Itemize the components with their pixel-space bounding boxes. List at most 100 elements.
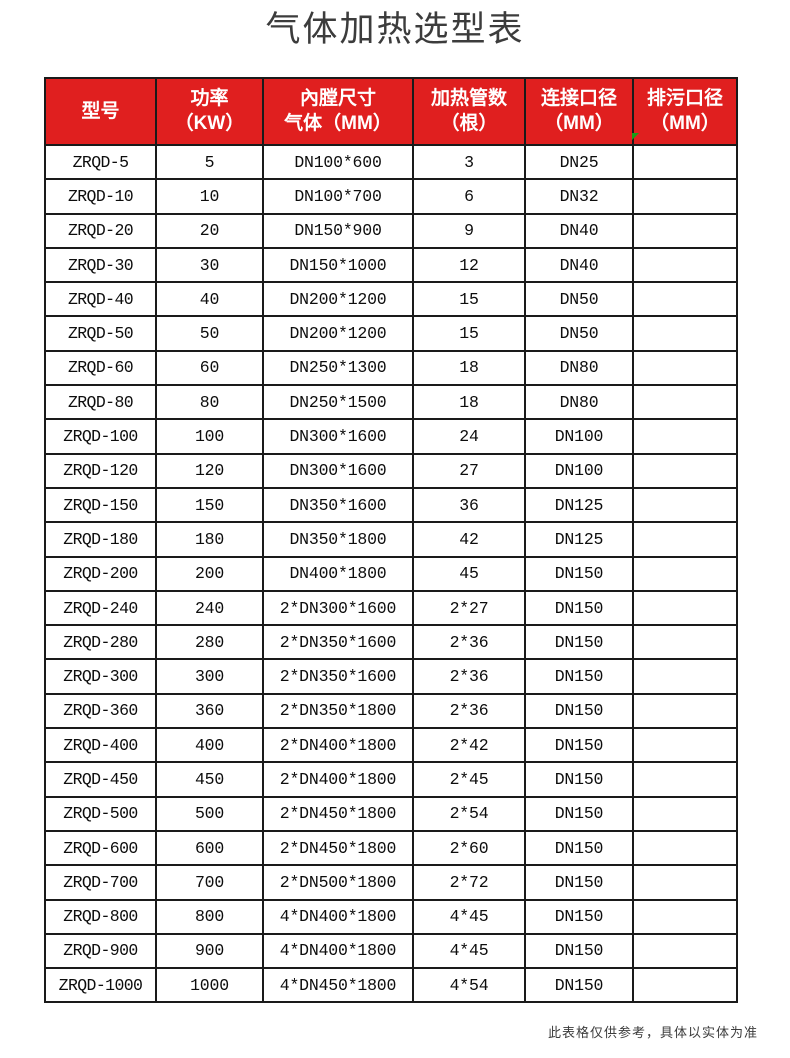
cell-chamber: DN100*700 bbox=[262, 180, 412, 215]
cell-drain bbox=[632, 626, 738, 661]
cell-chamber: DN300*1600 bbox=[262, 454, 412, 489]
cell-inlet: DN32 bbox=[524, 180, 632, 215]
cell-drain bbox=[632, 660, 738, 695]
cell-power: 800 bbox=[155, 900, 262, 935]
spec-table-container: 型号 功率 （KW） 內膛尺寸 气体（MM） 加热管数 （根） bbox=[44, 77, 738, 1004]
cell-model: ZRQD-200 bbox=[44, 557, 155, 592]
column-header-drain-line2: （MM） bbox=[650, 113, 720, 134]
cell-drain bbox=[632, 831, 738, 867]
table-row: ZRQD-100 100 DN300*1600 24 DN100 bbox=[44, 420, 738, 455]
page-title: 气体加热选型表 bbox=[265, 10, 525, 49]
cell-chamber: 2*DN400*1800 bbox=[262, 763, 412, 798]
cell-power: 600 bbox=[155, 831, 262, 867]
table-row: ZRQD-5 5 DN100*600 3 DN25 bbox=[44, 146, 738, 181]
cell-chamber: DN100*600 bbox=[262, 146, 412, 181]
cell-inlet: DN40 bbox=[524, 214, 632, 249]
cell-chamber: 2*DN350*1800 bbox=[262, 694, 412, 730]
cell-inlet: DN150 bbox=[524, 557, 632, 592]
table-row: ZRQD-300 300 2*DN350*1600 2*36 DN150 bbox=[44, 660, 738, 695]
cell-chamber: DN150*1000 bbox=[262, 248, 412, 284]
cell-power: 80 bbox=[155, 386, 262, 421]
cell-drain bbox=[632, 694, 738, 730]
column-header-chamber: 內膛尺寸 气体（MM） bbox=[262, 77, 412, 146]
column-header-inlet: 连接口径 （MM） bbox=[524, 77, 632, 146]
cell-model: ZRQD-600 bbox=[44, 831, 155, 867]
column-header-model: 型号 bbox=[44, 77, 155, 146]
cell-model: ZRQD-700 bbox=[44, 866, 155, 901]
cell-power: 50 bbox=[155, 317, 262, 352]
table-row: ZRQD-200 200 DN400*1800 45 DN150 bbox=[44, 557, 738, 592]
cell-power: 280 bbox=[155, 626, 262, 661]
green-marker-icon bbox=[632, 133, 639, 140]
cell-model: ZRQD-500 bbox=[44, 797, 155, 832]
table-row: ZRQD-400 400 2*DN400*1800 2*42 DN150 bbox=[44, 729, 738, 764]
cell-inlet: DN150 bbox=[524, 591, 632, 627]
cell-chamber: 2*DN300*1600 bbox=[262, 591, 412, 627]
cell-chamber: DN300*1600 bbox=[262, 420, 412, 455]
cell-inlet: DN150 bbox=[524, 797, 632, 832]
cell-drain bbox=[632, 488, 738, 524]
column-header-drain-line1: 排污口径 bbox=[646, 88, 723, 109]
cell-power: 180 bbox=[155, 523, 262, 558]
cell-drain bbox=[632, 591, 738, 627]
cell-inlet: DN80 bbox=[524, 351, 632, 387]
cell-drain bbox=[632, 763, 738, 798]
cell-model: ZRQD-240 bbox=[44, 591, 155, 627]
cell-chamber: DN350*1800 bbox=[262, 523, 412, 558]
cell-drain bbox=[632, 420, 738, 455]
cell-inlet: DN100 bbox=[524, 454, 632, 489]
table-row: ZRQD-60 60 DN250*1300 18 DN80 bbox=[44, 351, 738, 387]
cell-drain bbox=[632, 969, 738, 1004]
table-row: ZRQD-180 180 DN350*1800 42 DN125 bbox=[44, 523, 738, 558]
cell-model: ZRQD-180 bbox=[44, 523, 155, 558]
cell-inlet: DN25 bbox=[524, 146, 632, 181]
cell-power: 900 bbox=[155, 934, 262, 970]
cell-drain bbox=[632, 454, 738, 489]
cell-power: 40 bbox=[155, 283, 262, 318]
cell-drain bbox=[632, 523, 738, 558]
cell-drain bbox=[632, 283, 738, 318]
cell-model: ZRQD-50 bbox=[44, 317, 155, 352]
column-header-chamber-line2: 气体（MM） bbox=[284, 113, 392, 134]
column-header-power: 功率 （KW） bbox=[155, 77, 262, 146]
table-row: ZRQD-10 10 DN100*700 6 DN32 bbox=[44, 180, 738, 215]
cell-inlet: DN150 bbox=[524, 763, 632, 798]
table-header: 型号 功率 （KW） 內膛尺寸 气体（MM） 加热管数 （根） bbox=[44, 77, 738, 146]
cell-inlet: DN80 bbox=[524, 386, 632, 421]
cell-drain bbox=[632, 557, 738, 592]
table-row: ZRQD-900 900 4*DN400*1800 4*45 DN150 bbox=[44, 934, 738, 970]
table-body: ZRQD-5 5 DN100*600 3 DN25 ZRQD-10 10 DN100*700 6… bbox=[44, 146, 738, 1004]
cell-inlet: DN150 bbox=[524, 934, 632, 970]
spec-table: 型号 功率 （KW） 內膛尺寸 气体（MM） 加热管数 （根） bbox=[44, 77, 738, 1004]
cell-inlet: DN150 bbox=[524, 831, 632, 867]
cell-inlet: DN150 bbox=[524, 866, 632, 901]
cell-model: ZRQD-80 bbox=[44, 386, 155, 421]
cell-model: ZRQD-40 bbox=[44, 283, 155, 318]
cell-tubes: 2*54 bbox=[412, 797, 524, 832]
column-header-tubes: 加热管数 （根） bbox=[412, 77, 524, 146]
column-header-chamber-line1: 內膛尺寸 bbox=[299, 88, 376, 109]
table-row: ZRQD-20 20 DN150*900 9 DN40 bbox=[44, 214, 738, 249]
cell-inlet: DN150 bbox=[524, 694, 632, 730]
cell-inlet: DN125 bbox=[524, 523, 632, 558]
cell-chamber: 4*DN400*1800 bbox=[262, 900, 412, 935]
cell-chamber: 2*DN350*1600 bbox=[262, 626, 412, 661]
cell-inlet: DN150 bbox=[524, 626, 632, 661]
cell-chamber: DN200*1200 bbox=[262, 317, 412, 352]
table-row: ZRQD-30 30 DN150*1000 12 DN40 bbox=[44, 248, 738, 284]
cell-power: 400 bbox=[155, 729, 262, 764]
table-header-row: 型号 功率 （KW） 內膛尺寸 气体（MM） 加热管数 （根） bbox=[44, 77, 738, 146]
cell-tubes: 4*45 bbox=[412, 900, 524, 935]
column-header-model-line1: 型号 bbox=[81, 100, 120, 122]
cell-tubes: 36 bbox=[412, 488, 524, 524]
table-row: ZRQD-800 800 4*DN400*1800 4*45 DN150 bbox=[44, 900, 738, 935]
cell-model: ZRQD-30 bbox=[44, 248, 155, 284]
cell-chamber: 2*DN450*1800 bbox=[262, 831, 412, 867]
table-row: ZRQD-360 360 2*DN350*1800 2*36 DN150 bbox=[44, 694, 738, 730]
cell-model: ZRQD-60 bbox=[44, 351, 155, 387]
table-row: ZRQD-80 80 DN250*1500 18 DN80 bbox=[44, 386, 738, 421]
cell-chamber: 2*DN450*1800 bbox=[262, 797, 412, 832]
cell-power: 700 bbox=[155, 866, 262, 901]
cell-model: ZRQD-10 bbox=[44, 180, 155, 215]
cell-chamber: DN250*1300 bbox=[262, 351, 412, 387]
